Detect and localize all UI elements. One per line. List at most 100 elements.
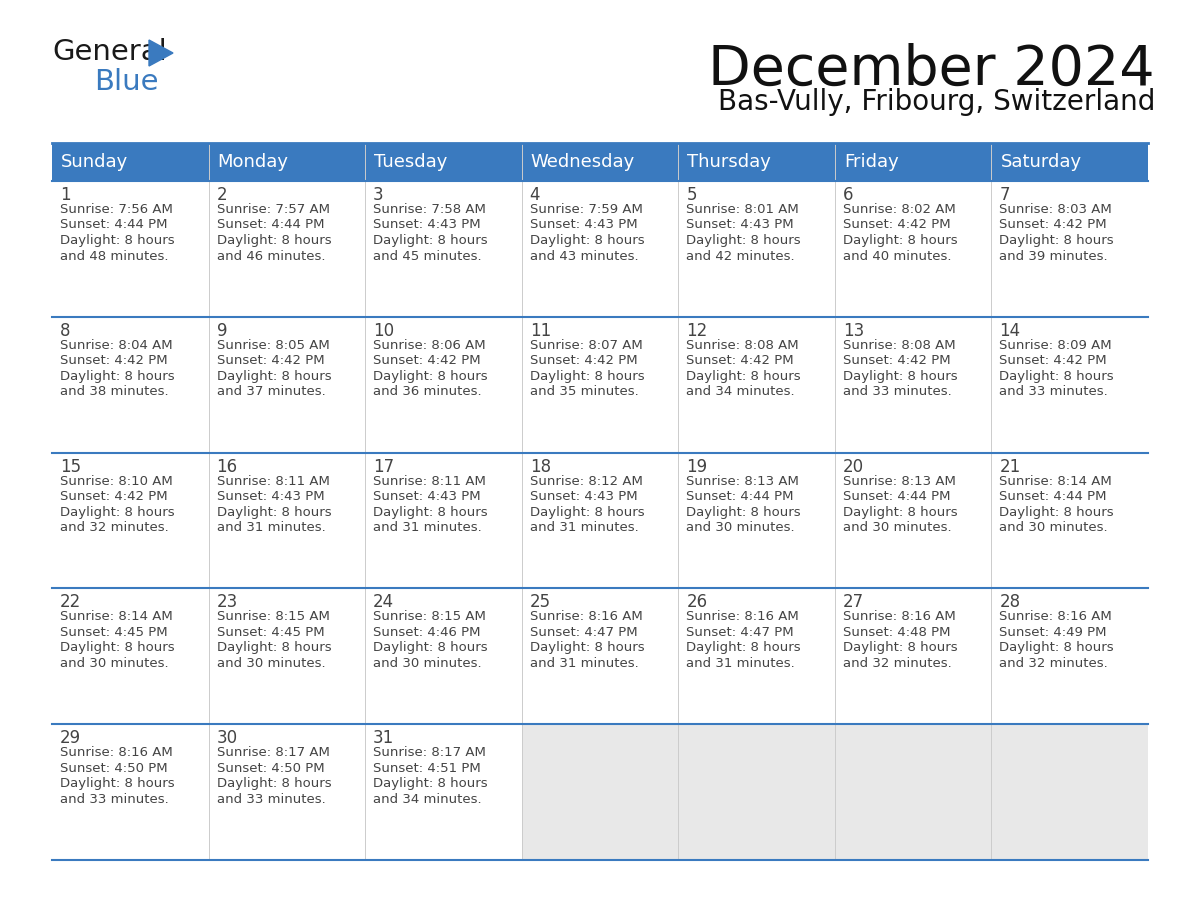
Text: Sunrise: 8:17 AM: Sunrise: 8:17 AM: [216, 746, 329, 759]
Bar: [992, 453, 1148, 588]
Text: and 32 minutes.: and 32 minutes.: [999, 657, 1108, 670]
Text: and 38 minutes.: and 38 minutes.: [61, 386, 169, 398]
Text: and 33 minutes.: and 33 minutes.: [216, 793, 326, 806]
Text: Sunrise: 8:12 AM: Sunrise: 8:12 AM: [530, 475, 643, 487]
Bar: [52, 181, 209, 317]
Text: 21: 21: [999, 457, 1020, 476]
Text: 20: 20: [842, 457, 864, 476]
Bar: [209, 181, 365, 317]
Text: Sunrise: 8:05 AM: Sunrise: 8:05 AM: [216, 339, 329, 352]
Text: and 31 minutes.: and 31 minutes.: [373, 521, 482, 534]
Text: Sunset: 4:42 PM: Sunset: 4:42 PM: [61, 354, 168, 367]
Text: Sunset: 4:47 PM: Sunset: 4:47 PM: [530, 626, 637, 639]
Text: 4: 4: [530, 186, 541, 204]
Text: Sunrise: 8:06 AM: Sunrise: 8:06 AM: [373, 339, 486, 352]
Text: Sunset: 4:45 PM: Sunset: 4:45 PM: [216, 626, 324, 639]
Text: Sunrise: 8:16 AM: Sunrise: 8:16 AM: [842, 610, 955, 623]
Text: and 36 minutes.: and 36 minutes.: [373, 386, 482, 398]
Text: Sunset: 4:43 PM: Sunset: 4:43 PM: [687, 218, 794, 231]
Text: Thursday: Thursday: [688, 153, 771, 171]
Bar: [992, 181, 1148, 317]
Text: Sunset: 4:42 PM: Sunset: 4:42 PM: [842, 218, 950, 231]
Text: Daylight: 8 hours: Daylight: 8 hours: [373, 778, 488, 790]
Text: 2: 2: [216, 186, 227, 204]
Text: and 33 minutes.: and 33 minutes.: [842, 386, 952, 398]
Text: 22: 22: [61, 593, 81, 611]
Text: Sunset: 4:43 PM: Sunset: 4:43 PM: [373, 490, 481, 503]
Text: Sunrise: 8:03 AM: Sunrise: 8:03 AM: [999, 203, 1112, 216]
Text: 12: 12: [687, 322, 708, 340]
Text: Sunset: 4:42 PM: Sunset: 4:42 PM: [216, 354, 324, 367]
Text: 27: 27: [842, 593, 864, 611]
Bar: [835, 724, 992, 860]
Text: 25: 25: [530, 593, 551, 611]
Text: Daylight: 8 hours: Daylight: 8 hours: [373, 234, 488, 247]
Text: Daylight: 8 hours: Daylight: 8 hours: [61, 506, 175, 519]
Text: 10: 10: [373, 322, 394, 340]
Text: Wednesday: Wednesday: [531, 153, 634, 171]
Text: Sunset: 4:51 PM: Sunset: 4:51 PM: [373, 762, 481, 775]
Text: Sunset: 4:44 PM: Sunset: 4:44 PM: [216, 218, 324, 231]
Text: Daylight: 8 hours: Daylight: 8 hours: [687, 642, 801, 655]
Bar: [52, 453, 209, 588]
Bar: [835, 453, 992, 588]
Bar: [365, 724, 522, 860]
Text: 9: 9: [216, 322, 227, 340]
Text: and 42 minutes.: and 42 minutes.: [687, 250, 795, 263]
Text: Daylight: 8 hours: Daylight: 8 hours: [61, 778, 175, 790]
Text: Sunrise: 8:16 AM: Sunrise: 8:16 AM: [999, 610, 1112, 623]
Text: Daylight: 8 hours: Daylight: 8 hours: [530, 642, 644, 655]
Bar: [678, 724, 835, 860]
Bar: [522, 453, 678, 588]
Text: 6: 6: [842, 186, 853, 204]
Text: and 48 minutes.: and 48 minutes.: [61, 250, 169, 263]
Text: Daylight: 8 hours: Daylight: 8 hours: [61, 370, 175, 383]
Text: 13: 13: [842, 322, 864, 340]
Text: and 30 minutes.: and 30 minutes.: [999, 521, 1108, 534]
Text: and 34 minutes.: and 34 minutes.: [687, 386, 795, 398]
Text: Monday: Monday: [217, 153, 289, 171]
Bar: [209, 588, 365, 724]
Text: 11: 11: [530, 322, 551, 340]
Text: Sunrise: 8:14 AM: Sunrise: 8:14 AM: [61, 610, 172, 623]
Text: Sunrise: 8:17 AM: Sunrise: 8:17 AM: [373, 746, 486, 759]
Text: 28: 28: [999, 593, 1020, 611]
Text: Daylight: 8 hours: Daylight: 8 hours: [530, 370, 644, 383]
Text: and 31 minutes.: and 31 minutes.: [530, 521, 638, 534]
Text: Daylight: 8 hours: Daylight: 8 hours: [999, 370, 1114, 383]
Text: Sunset: 4:44 PM: Sunset: 4:44 PM: [61, 218, 168, 231]
Text: Daylight: 8 hours: Daylight: 8 hours: [216, 234, 331, 247]
Text: 1: 1: [61, 186, 70, 204]
Text: Daylight: 8 hours: Daylight: 8 hours: [61, 642, 175, 655]
Text: Sunrise: 8:09 AM: Sunrise: 8:09 AM: [999, 339, 1112, 352]
Text: Sunrise: 8:11 AM: Sunrise: 8:11 AM: [216, 475, 329, 487]
Bar: [209, 724, 365, 860]
Text: 8: 8: [61, 322, 70, 340]
Text: Sunrise: 8:13 AM: Sunrise: 8:13 AM: [842, 475, 955, 487]
Text: Sunset: 4:50 PM: Sunset: 4:50 PM: [61, 762, 168, 775]
Bar: [52, 317, 209, 453]
Text: Sunset: 4:45 PM: Sunset: 4:45 PM: [61, 626, 168, 639]
Text: and 32 minutes.: and 32 minutes.: [61, 521, 169, 534]
Text: Sunrise: 8:11 AM: Sunrise: 8:11 AM: [373, 475, 486, 487]
Text: Daylight: 8 hours: Daylight: 8 hours: [687, 370, 801, 383]
Text: Sunset: 4:43 PM: Sunset: 4:43 PM: [373, 218, 481, 231]
Text: and 32 minutes.: and 32 minutes.: [842, 657, 952, 670]
Text: Sunrise: 8:15 AM: Sunrise: 8:15 AM: [216, 610, 329, 623]
Text: 26: 26: [687, 593, 707, 611]
Text: Sunrise: 8:08 AM: Sunrise: 8:08 AM: [687, 339, 798, 352]
Bar: [209, 143, 365, 181]
Bar: [835, 588, 992, 724]
Bar: [678, 317, 835, 453]
Text: Sunset: 4:42 PM: Sunset: 4:42 PM: [999, 354, 1107, 367]
Bar: [365, 143, 522, 181]
Text: Daylight: 8 hours: Daylight: 8 hours: [216, 370, 331, 383]
Text: Daylight: 8 hours: Daylight: 8 hours: [842, 370, 958, 383]
Bar: [209, 453, 365, 588]
Text: Sunrise: 7:58 AM: Sunrise: 7:58 AM: [373, 203, 486, 216]
Text: and 34 minutes.: and 34 minutes.: [373, 793, 482, 806]
Text: Friday: Friday: [843, 153, 898, 171]
Text: Daylight: 8 hours: Daylight: 8 hours: [216, 642, 331, 655]
Text: and 31 minutes.: and 31 minutes.: [530, 657, 638, 670]
Bar: [992, 724, 1148, 860]
